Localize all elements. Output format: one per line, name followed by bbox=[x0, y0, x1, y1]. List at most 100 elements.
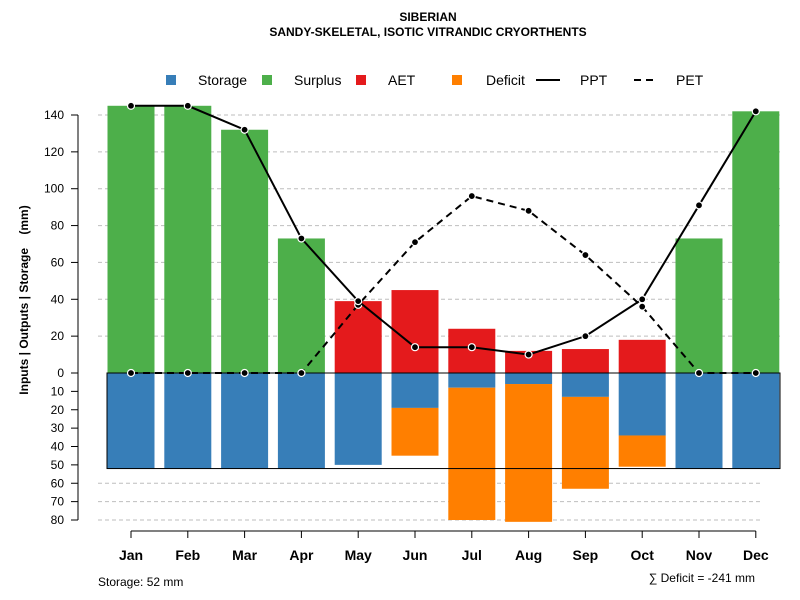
axes: 0 20 40 60 80 100 120 140 10 20 30 40 50 60 70 80 Jan Feb… bbox=[44, 108, 769, 563]
ppt-point-sep bbox=[581, 332, 590, 341]
legend-label-aet: AET bbox=[388, 72, 416, 88]
chart-title: SIBERIAN bbox=[399, 10, 456, 24]
y-tick-label-upper-140: 140 bbox=[44, 108, 64, 122]
bar-deficit-sep bbox=[561, 396, 609, 489]
bar-storage-jan bbox=[107, 373, 155, 469]
x-tick-label-apr: Apr bbox=[289, 547, 314, 563]
x-tick-label-dec: Dec bbox=[743, 547, 769, 563]
y-tick-label-upper-60: 60 bbox=[51, 255, 65, 269]
y-tick-label-upper-120: 120 bbox=[44, 145, 64, 159]
x-tick-label-jul: Jul bbox=[462, 547, 482, 563]
legend-swatch-aet bbox=[356, 75, 366, 85]
chart-subtitle: SANDY-SKELETAL, ISOTIC VITRANDIC CRYORTH… bbox=[269, 25, 586, 39]
ppt-point-feb bbox=[183, 101, 192, 110]
bar-layer bbox=[106, 105, 781, 522]
bar-aet-sep bbox=[561, 349, 609, 373]
deficit-footer: ∑ Deficit = -241 mm bbox=[649, 571, 755, 585]
bar-surplus-apr bbox=[277, 238, 325, 373]
x-tick-label-nov: Nov bbox=[686, 547, 713, 563]
bar-storage-nov bbox=[675, 373, 723, 469]
y-tick-label-lower-80: 80 bbox=[51, 513, 65, 527]
legend-swatch-storage bbox=[166, 75, 176, 85]
pet-point-sep bbox=[581, 250, 590, 260]
bar-deficit-jun bbox=[391, 407, 439, 456]
bar-surplus-jan bbox=[107, 105, 155, 374]
x-tick-label-jan: Jan bbox=[119, 547, 143, 563]
bar-aet-may bbox=[334, 301, 382, 373]
bar-storage-mar bbox=[221, 373, 269, 469]
legend-swatch-surplus bbox=[262, 75, 272, 85]
bar-storage-jul bbox=[448, 373, 496, 388]
ppt-point-mar bbox=[240, 125, 249, 134]
bar-storage-sep bbox=[561, 373, 609, 397]
ppt-point-jun bbox=[410, 343, 420, 352]
y-tick-label-upper-100: 100 bbox=[44, 182, 64, 196]
ppt-point-dec bbox=[751, 107, 760, 116]
ppt-line bbox=[131, 104, 757, 356]
legend-label-ppt: PPT bbox=[580, 72, 608, 88]
legend-label-surplus: Surplus bbox=[294, 72, 341, 88]
ppt-point-jul bbox=[467, 343, 476, 352]
x-tick-label-feb: Feb bbox=[175, 547, 200, 563]
ppt-point-jan bbox=[126, 101, 136, 110]
legend-swatch-deficit bbox=[452, 75, 462, 85]
x-tick-label-sep: Sep bbox=[573, 547, 599, 563]
ppt-point-may bbox=[354, 297, 363, 306]
bar-surplus-feb bbox=[164, 105, 212, 374]
bar-deficit-jul bbox=[448, 387, 496, 520]
y-axis-label: Inputs | Outputs | Storage (mm) bbox=[17, 205, 31, 394]
x-tick-label-may: May bbox=[345, 547, 372, 563]
ppt-point-aug bbox=[524, 350, 533, 359]
pet-point-mar bbox=[240, 368, 249, 378]
line-layer bbox=[126, 101, 760, 378]
y-tick-label-lower-20: 20 bbox=[51, 403, 65, 417]
bar-storage-may bbox=[334, 373, 382, 465]
y-tick-label-upper-0: 0 bbox=[57, 366, 64, 380]
x-tick-label-oct: Oct bbox=[631, 547, 655, 563]
bar-storage-aug bbox=[505, 373, 553, 385]
bar-deficit-aug bbox=[505, 384, 553, 522]
bar-aet-oct bbox=[618, 339, 666, 373]
x-tick-label-jun: Jun bbox=[403, 547, 428, 563]
pet-point-dec bbox=[751, 368, 760, 378]
pet-point-nov bbox=[694, 368, 704, 378]
pet-point-oct bbox=[638, 302, 647, 311]
x-tick-label-aug: Aug bbox=[515, 547, 542, 563]
ppt-point-oct bbox=[638, 295, 647, 304]
bar-surplus-dec bbox=[732, 111, 780, 374]
x-tick-label-mar: Mar bbox=[232, 547, 257, 563]
y-tick-label-lower-30: 30 bbox=[51, 421, 65, 435]
ppt-point-nov bbox=[694, 201, 704, 210]
bar-storage-feb bbox=[164, 373, 212, 469]
chart-legend: Storage Surplus AET Deficit PPT PET bbox=[166, 72, 704, 88]
pet-point-jul bbox=[467, 191, 476, 201]
bar-deficit-oct bbox=[618, 435, 666, 467]
y-tick-label-lower-40: 40 bbox=[51, 440, 65, 454]
bar-storage-dec bbox=[732, 373, 780, 469]
pet-point-aug bbox=[524, 206, 533, 215]
pet-point-feb bbox=[183, 368, 192, 378]
ppt-point-apr bbox=[297, 234, 306, 243]
legend-label-pet: PET bbox=[676, 72, 704, 88]
y-tick-label-lower-50: 50 bbox=[51, 458, 65, 472]
bar-aet-jun bbox=[391, 290, 439, 373]
legend-label-storage: Storage bbox=[198, 72, 247, 88]
y-tick-label-upper-80: 80 bbox=[51, 219, 65, 233]
bar-surplus-nov bbox=[675, 238, 723, 373]
y-tick-label-lower-70: 70 bbox=[51, 495, 65, 509]
bar-storage-jun bbox=[391, 373, 439, 408]
bar-storage-apr bbox=[277, 373, 325, 469]
pet-line bbox=[131, 194, 756, 374]
bar-aet-aug bbox=[505, 350, 553, 373]
y-tick-label-lower-10: 10 bbox=[51, 384, 65, 398]
bar-storage-oct bbox=[618, 373, 666, 436]
storage-footer: Storage: 52 mm bbox=[98, 575, 183, 589]
pet-point-jun bbox=[410, 238, 420, 247]
y-tick-label-upper-20: 20 bbox=[51, 329, 65, 343]
y-tick-label-lower-60: 60 bbox=[51, 476, 65, 490]
pet-point-apr bbox=[297, 368, 306, 378]
legend-label-deficit: Deficit bbox=[486, 72, 525, 88]
bar-surplus-mar bbox=[221, 129, 269, 373]
pet-point-jan bbox=[126, 368, 136, 378]
